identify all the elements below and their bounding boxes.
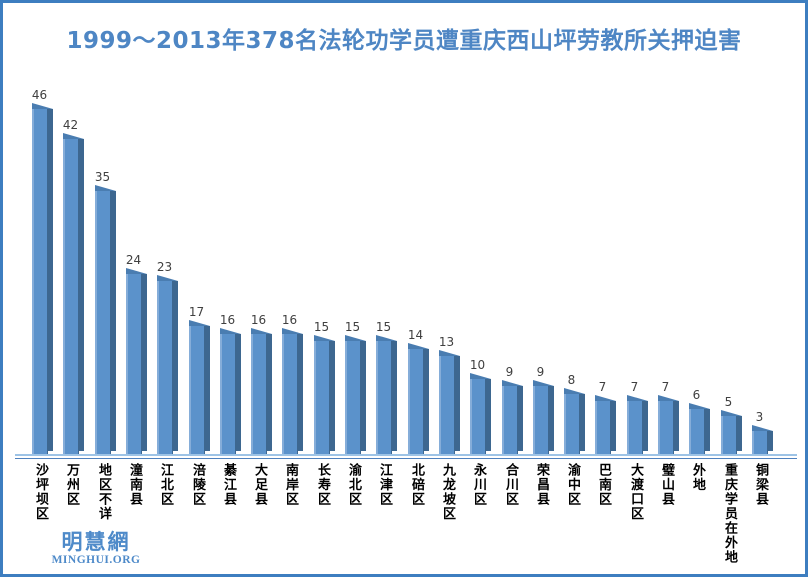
bar-value-label: 16 [219, 313, 236, 327]
bar-category-label: 合川区 [503, 463, 518, 507]
bar-category-label: 铜梁县 [753, 463, 768, 507]
bar-category-label: 九龙坡区 [440, 463, 455, 521]
x-axis-line [15, 454, 797, 456]
bar [32, 109, 53, 454]
bar-category-label: 渝北区 [346, 463, 361, 507]
bar-value-label: 7 [630, 380, 639, 394]
bar-category-label: 沙坪坝区 [33, 463, 48, 521]
bar-chart: 46 沙坪坝区 42 万州区 35 地区不详 24 潼南县 23 江北区 17 涪陵区 16 綦江县 16 大… [3, 3, 805, 574]
bar [220, 334, 241, 454]
bar-category-label: 巴南区 [596, 463, 611, 507]
bar [63, 139, 84, 454]
bar-value-label: 9 [536, 365, 545, 379]
bar [282, 334, 303, 454]
bar [752, 431, 773, 454]
bar-category-label: 万州区 [64, 463, 79, 507]
minghui-logo-cjk: 明慧網 [61, 530, 131, 554]
bar [439, 356, 460, 454]
bar-value-label: 13 [438, 335, 455, 349]
bar-category-label: 地区不详 [96, 463, 111, 521]
minghui-logo-latin: MINGHUI.ORG [51, 554, 141, 566]
bar [502, 386, 523, 454]
bar-category-label: 璧山县 [659, 463, 674, 507]
bar [126, 274, 147, 454]
bar-value-label: 15 [313, 320, 330, 334]
bar-category-label: 荣昌县 [534, 463, 549, 507]
bar-value-label: 7 [661, 380, 670, 394]
bar-value-label: 14 [407, 328, 424, 342]
bar-category-label: 永川区 [471, 463, 486, 507]
bar-value-label: 42 [62, 118, 79, 132]
bar [251, 334, 272, 454]
bar-category-label: 长寿区 [315, 463, 330, 507]
bar [627, 401, 648, 454]
bar [157, 281, 178, 454]
bar-value-label: 5 [724, 395, 733, 409]
bar-category-label: 綦江县 [221, 463, 236, 507]
bar-value-label: 35 [94, 170, 111, 184]
bar-value-label: 9 [505, 365, 514, 379]
bar-value-label: 6 [692, 388, 701, 402]
bar [658, 401, 679, 454]
bar-value-label: 16 [281, 313, 298, 327]
bar [376, 341, 397, 454]
bar [470, 379, 491, 454]
x-axis-line-secondary [15, 458, 797, 459]
bar-value-label: 3 [755, 410, 764, 424]
bar-category-label: 重庆学员在外地 [722, 463, 737, 565]
bar-category-label: 大渡口区 [628, 463, 643, 521]
bar [95, 191, 116, 454]
bar-value-label: 24 [125, 253, 142, 267]
bar-category-label: 外地 [690, 463, 705, 492]
bar [408, 349, 429, 454]
bar [533, 386, 554, 454]
bar [189, 326, 210, 454]
bar-value-label: 10 [469, 358, 486, 372]
bar [564, 394, 585, 454]
bar-category-label: 涪陵区 [190, 463, 205, 507]
chart-title: 1999～2013年378名法轮功学员遭重庆西山坪劳教所关押迫害 [66, 28, 742, 54]
bar-category-label: 渝中区 [565, 463, 580, 507]
bar-value-label: 15 [344, 320, 361, 334]
bar-value-label: 17 [188, 305, 205, 319]
bar-value-label: 15 [375, 320, 392, 334]
bar-value-label: 7 [598, 380, 607, 394]
bar [595, 401, 616, 454]
bar [345, 341, 366, 454]
minghui-logo: 明慧網 MINGHUI.ORG [51, 530, 141, 567]
bar-category-label: 南岸区 [283, 463, 298, 507]
bar-value-label: 8 [567, 373, 576, 387]
bar-category-label: 江北区 [158, 463, 173, 507]
bar-category-label: 大足县 [252, 463, 267, 507]
bar-value-label: 23 [156, 260, 173, 274]
bar-value-label: 46 [31, 88, 48, 102]
bar [314, 341, 335, 454]
bar-value-label: 16 [250, 313, 267, 327]
bar-category-label: 江津区 [377, 463, 392, 507]
bar [721, 416, 742, 454]
bar [689, 409, 710, 454]
bar-category-label: 北碚区 [409, 463, 424, 507]
bar-category-label: 潼南县 [127, 463, 142, 507]
